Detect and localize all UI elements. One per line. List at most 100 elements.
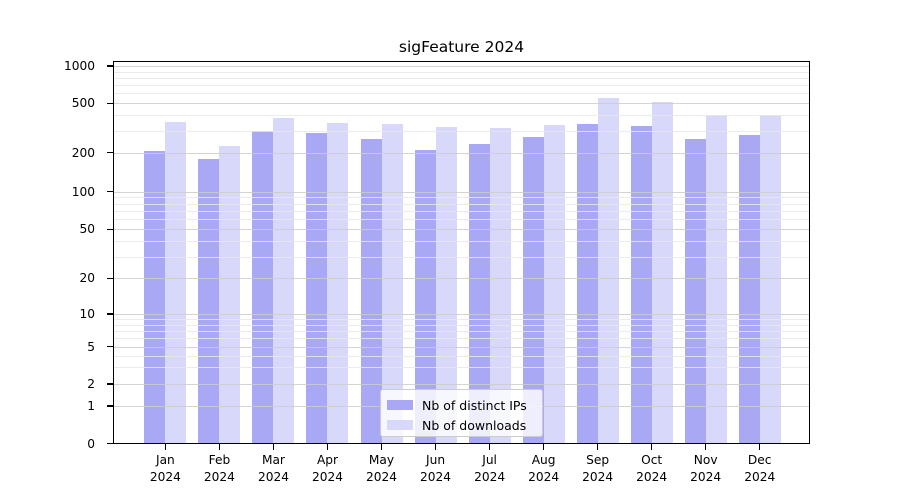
gridline	[114, 85, 810, 87]
bar-downloads	[273, 118, 295, 444]
bar-distinct-ips	[414, 149, 436, 444]
bar-distinct-ips	[252, 130, 274, 444]
x-tick-year: 2024	[257, 470, 289, 484]
x-tick-mark	[542, 444, 545, 450]
bar-distinct-ips	[630, 125, 652, 444]
bar-downloads	[597, 98, 619, 444]
x-tick-mark	[596, 444, 599, 450]
x-tick-month: Aug	[531, 453, 556, 467]
gridline	[114, 152, 810, 154]
x-tick-month: Sep	[586, 453, 610, 467]
x-tick-mark	[326, 444, 329, 450]
y-tick-label: 500	[71, 96, 95, 111]
y-tick-mark	[107, 442, 113, 445]
chart-title: sigFeature 2024	[398, 38, 525, 56]
x-tick-year: 2024	[744, 470, 776, 484]
x-tick-label: Jul 2024	[460, 452, 520, 486]
gridline	[114, 338, 810, 340]
x-tick-month: May	[368, 453, 395, 467]
legend-swatch-distinct-ips	[387, 400, 413, 410]
legend-item-downloads: Nb of downloads	[387, 417, 526, 433]
y-tick-label: 100	[71, 184, 95, 199]
y-tick-mark	[107, 277, 113, 279]
gridline	[114, 330, 810, 332]
y-tick-mark	[107, 405, 113, 407]
y-tick-label: 1000	[63, 59, 95, 73]
x-tick-label: Sep 2024	[568, 452, 628, 486]
y-tick-label: 0	[87, 436, 95, 451]
gridline	[114, 115, 810, 117]
gridline	[114, 256, 810, 258]
x-tick-mark	[705, 444, 707, 450]
y-tick-label: 20	[79, 271, 95, 286]
gridline	[114, 324, 810, 326]
bar-distinct-ips	[522, 136, 544, 444]
x-tick-year: 2024	[528, 470, 560, 484]
y-tick-mark	[107, 228, 113, 230]
bar-distinct-ips	[576, 124, 598, 444]
x-tick-month: Jan	[155, 453, 175, 467]
gridline	[114, 197, 810, 199]
gridline	[114, 103, 810, 105]
x-tick-mark	[164, 444, 167, 450]
x-tick-label: Jun 2024	[406, 452, 466, 486]
bar-downloads	[435, 127, 457, 444]
gridline	[114, 211, 810, 213]
x-tick-label: May 2024	[352, 452, 412, 486]
bar-distinct-ips	[198, 158, 220, 444]
y-tick-mark	[107, 65, 113, 67]
gridline	[114, 355, 810, 357]
x-tick-month: Apr	[316, 453, 339, 467]
x-tick-year: 2024	[420, 470, 452, 484]
y-tick-label: 2	[87, 377, 95, 391]
x-tick-month: Jul	[482, 453, 497, 467]
x-tick-year: 2024	[474, 470, 506, 484]
gridline	[114, 191, 810, 193]
bar-distinct-ips	[684, 138, 706, 444]
x-tick-mark	[488, 444, 491, 450]
gridline	[114, 346, 810, 348]
y-tick-label: 5	[87, 339, 95, 354]
x-tick-mark	[759, 444, 761, 450]
x-tick-label: Aug 2024	[514, 452, 574, 486]
y-tick-label: 200	[71, 145, 95, 160]
legend-label-distinct-ips: Nb of distinct IPs	[422, 397, 527, 413]
legend-swatch-downloads	[387, 420, 413, 430]
y-tick-label: 50	[79, 222, 95, 237]
x-tick-label: Dec 2024	[730, 452, 790, 486]
gridline	[114, 318, 810, 320]
x-tick-month: Mar	[261, 453, 285, 467]
gridline	[114, 241, 810, 243]
y-tick-mark	[107, 152, 113, 154]
x-tick-mark	[218, 444, 221, 450]
x-tick-label: Nov 2024	[676, 452, 736, 486]
x-tick-month: Dec	[747, 453, 772, 467]
y-tick-mark	[107, 383, 113, 385]
bar-downloads	[759, 115, 781, 444]
x-tick-mark	[434, 444, 437, 450]
x-tick-label: Feb 2024	[189, 452, 249, 486]
x-tick-mark	[380, 444, 383, 450]
bar-downloads	[489, 128, 511, 444]
y-tick-mark	[107, 191, 113, 193]
x-tick-label: Oct 2024	[622, 452, 682, 486]
gridline	[114, 93, 810, 95]
bar-downloads	[219, 146, 241, 444]
x-tick-label: Apr 2024	[297, 452, 357, 486]
legend-item-distinct-ips: Nb of distinct IPs	[387, 397, 527, 413]
gridline	[114, 71, 810, 73]
y-tick-mark	[107, 313, 113, 315]
gridline	[114, 130, 810, 132]
x-tick-year: 2024	[582, 470, 614, 484]
gridline	[114, 66, 810, 67]
bar-downloads	[705, 114, 727, 444]
x-tick-year: 2024	[690, 470, 722, 484]
y-tick-label: 1	[87, 399, 95, 413]
x-tick-label: Jan 2024	[135, 452, 195, 486]
x-tick-mark	[272, 444, 275, 450]
x-tick-mark	[650, 444, 653, 450]
bar-downloads	[327, 122, 349, 444]
x-tick-year: 2024	[311, 470, 343, 484]
gridline	[114, 78, 810, 79]
